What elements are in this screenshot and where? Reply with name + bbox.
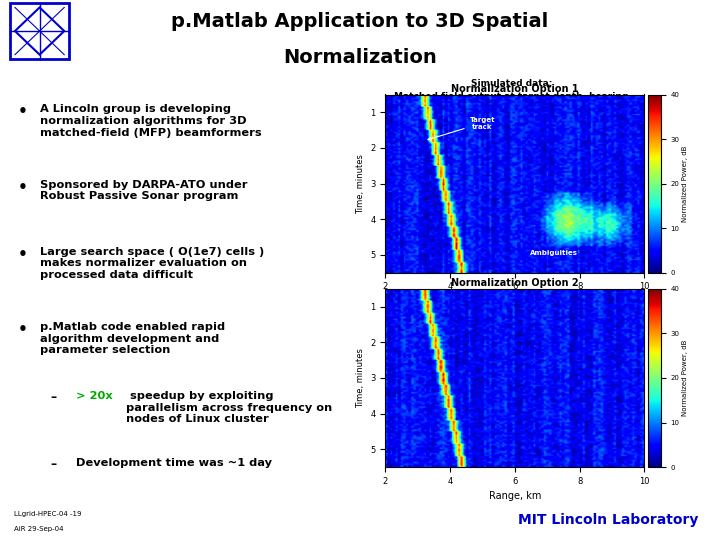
- Text: –: –: [50, 458, 57, 471]
- Title: Normalization Option 2: Normalization Option 2: [451, 278, 579, 288]
- Text: •: •: [18, 105, 28, 119]
- Text: •: •: [18, 180, 28, 195]
- Text: Sponsored by DARPA-ATO under
Robust Passive Sonar program: Sponsored by DARPA-ATO under Robust Pass…: [40, 180, 247, 201]
- Text: speedup by exploiting
parallelism across frequency on
nodes of Linux cluster: speedup by exploiting parallelism across…: [126, 391, 332, 424]
- Text: > 20x: > 20x: [76, 391, 112, 401]
- Text: Ambiguities: Ambiguities: [530, 250, 577, 256]
- Text: A Lincoln group is developing
normalization algorithms for 3D
matched-field (MFP: A Lincoln group is developing normalizat…: [40, 105, 261, 138]
- Y-axis label: Normalized Power, dB: Normalized Power, dB: [683, 145, 688, 222]
- Text: Development time was ~1 day: Development time was ~1 day: [76, 458, 271, 468]
- X-axis label: Range, km: Range, km: [489, 491, 541, 501]
- Text: –: –: [50, 391, 57, 404]
- Text: •: •: [18, 322, 28, 337]
- Text: AiR 29-Sep-04: AiR 29-Sep-04: [14, 526, 64, 532]
- Y-axis label: Normalized Power, dB: Normalized Power, dB: [683, 340, 688, 416]
- Text: Matched field output at target depth, bearing: Matched field output at target depth, be…: [394, 91, 629, 100]
- Text: p.Matlab code enabled rapid
algorithm development and
parameter selection: p.Matlab code enabled rapid algorithm de…: [40, 322, 225, 355]
- Y-axis label: Time, minutes: Time, minutes: [356, 348, 364, 408]
- Text: Normalization: Normalization: [283, 48, 437, 67]
- Text: •: •: [18, 247, 28, 262]
- Text: Simulated data:: Simulated data:: [470, 79, 552, 88]
- Text: Target
track: Target track: [428, 117, 495, 140]
- Text: p.Matlab Application to 3D Spatial: p.Matlab Application to 3D Spatial: [171, 11, 549, 31]
- Y-axis label: Time, minutes: Time, minutes: [356, 154, 364, 213]
- Text: MIT Lincoln Laboratory: MIT Lincoln Laboratory: [518, 513, 698, 527]
- Title: Normalization Option 1: Normalization Option 1: [451, 84, 579, 94]
- Text: LLgrid-HPEC-04 -19: LLgrid-HPEC-04 -19: [14, 511, 82, 517]
- Text: Large search space ( O(1e7) cells )
makes normalizer evaluation on
processed dat: Large search space ( O(1e7) cells ) make…: [40, 247, 264, 280]
